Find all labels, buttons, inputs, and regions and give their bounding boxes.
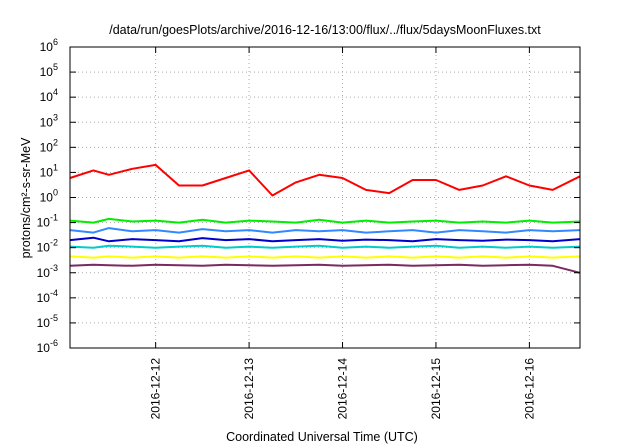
x-tick-label: 2016-12-16 [522, 358, 536, 420]
x-tick-label: 2016-12-14 [336, 358, 350, 420]
series-line-5 [69, 244, 581, 249]
series-line-1 [69, 163, 581, 197]
plot-series [69, 163, 581, 274]
y-tick-label: 100 [40, 188, 58, 205]
y-tick-label: 106 [40, 37, 58, 54]
x-axis-label: Coordinated Universal Time (UTC) [226, 430, 418, 444]
x-axis: 2016-12-12 2016-12-13 2016-12-14 2016-12-15… [149, 47, 536, 420]
chart-title: /data/run/goesPlots/archive/2016-12-16/1… [109, 23, 541, 37]
series-line-4 [69, 236, 581, 243]
y-tick-label: 10-5 [37, 313, 58, 330]
x-tick-label: 2016-12-12 [149, 358, 163, 420]
y-tick-label: 102 [40, 137, 58, 154]
series-line-6 [69, 255, 581, 259]
y-tick-label: 104 [40, 87, 58, 104]
x-tick-label: 2016-12-13 [242, 358, 256, 420]
y-tick-label: 103 [40, 112, 58, 129]
series-line-3 [69, 227, 581, 234]
y-tick-label: 10-2 [37, 238, 58, 255]
y-axis-label: protons/cm²-s-sr-MeV [19, 137, 33, 259]
y-tick-label: 10-4 [37, 288, 58, 305]
y-tick-label: 105 [40, 62, 58, 79]
grid [70, 47, 580, 348]
y-axis: 10-6 10-5 10-4 10-3 10-2 10-1 100 101 102 103 104 1… [37, 37, 580, 355]
y-tick-label: 10-6 [37, 338, 58, 355]
x-tick-label: 2016-12-15 [429, 358, 443, 420]
y-tick-label: 10-3 [37, 263, 58, 280]
series-line-2 [69, 217, 581, 224]
series-line-7 [69, 263, 581, 274]
y-tick-label: 101 [40, 162, 58, 179]
y-tick-label: 10-1 [37, 213, 58, 230]
